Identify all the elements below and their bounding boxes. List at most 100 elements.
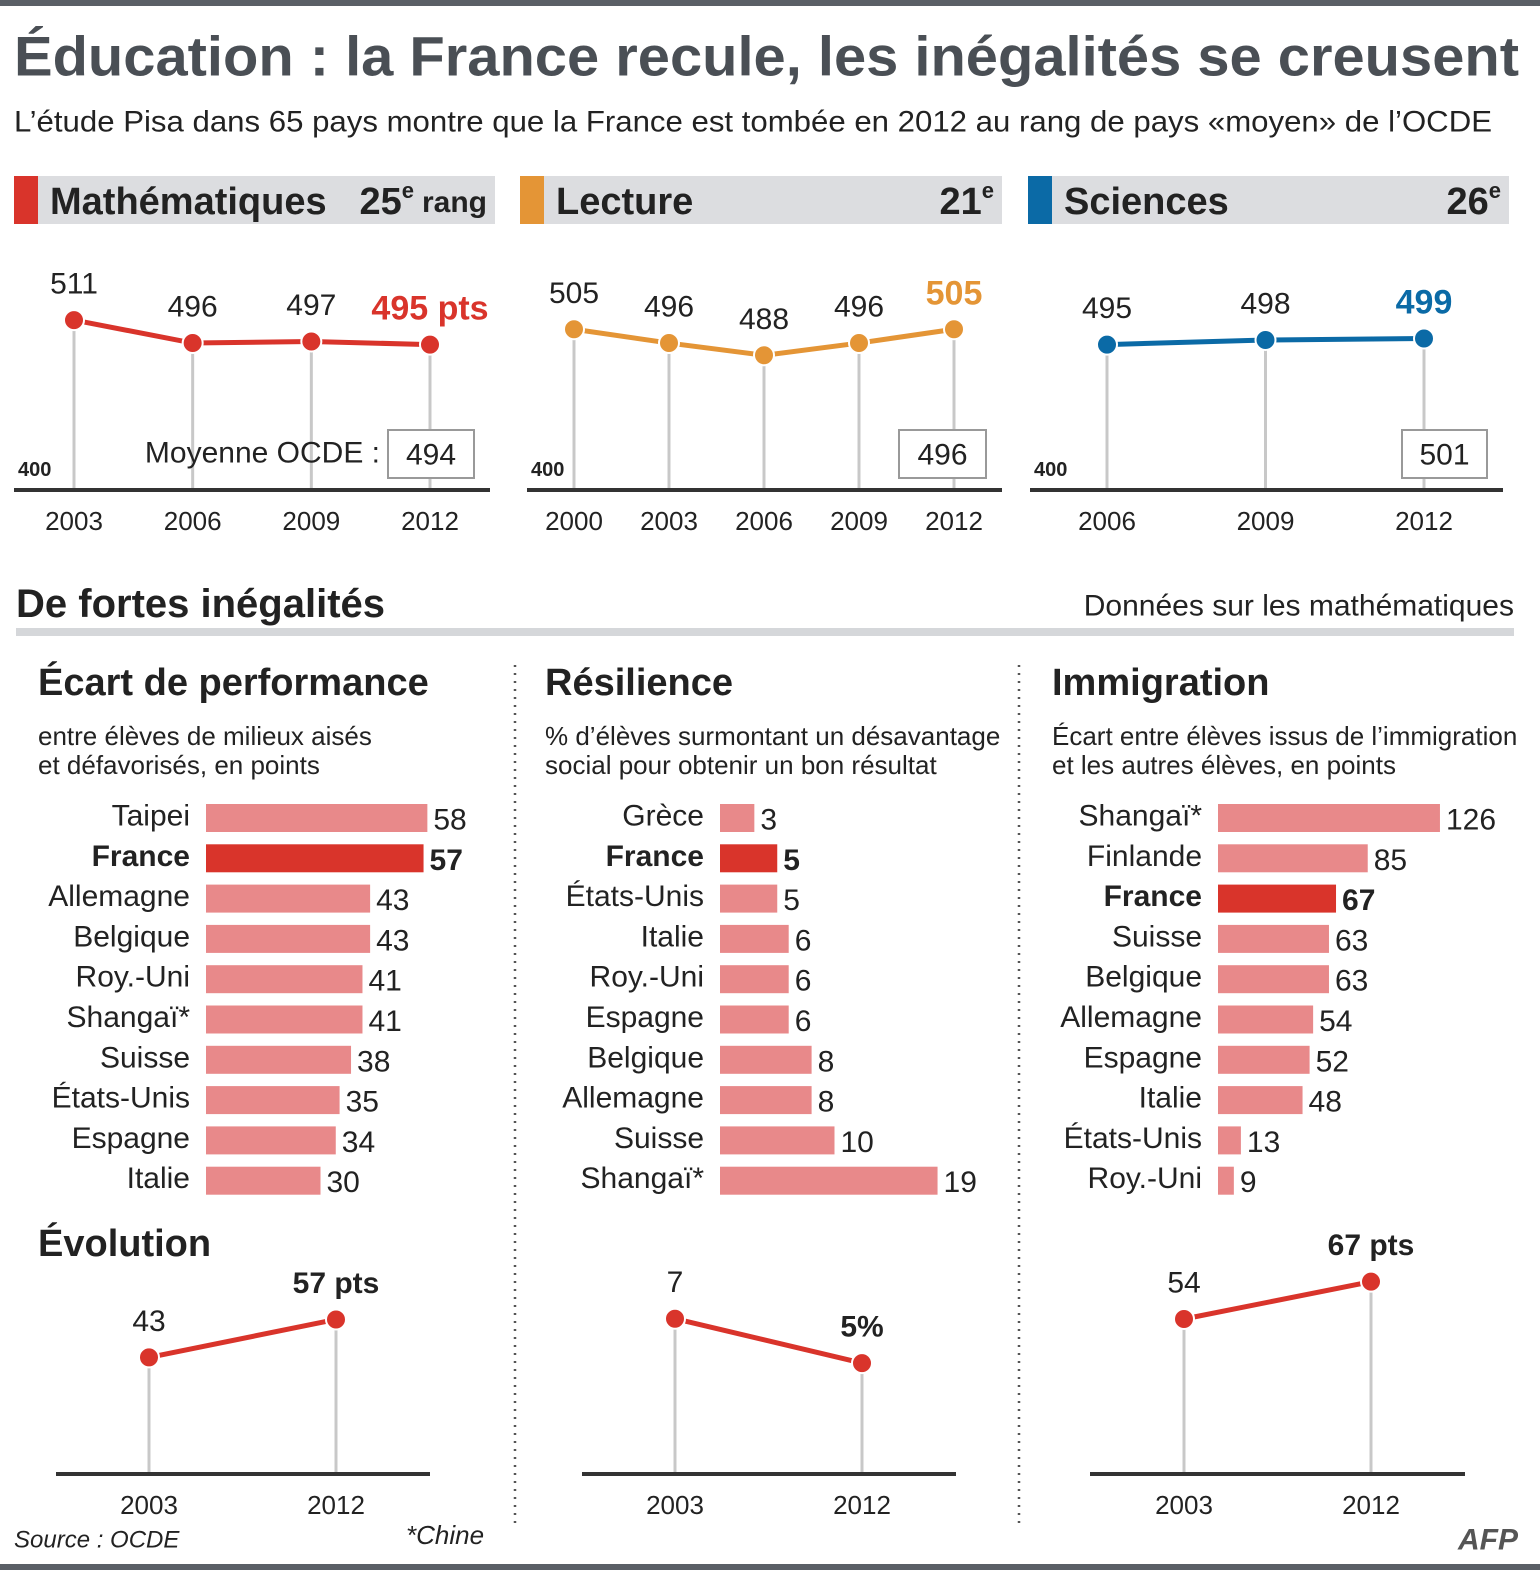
panel-color-key bbox=[1028, 176, 1052, 224]
line bbox=[674, 1316, 863, 1366]
point bbox=[138, 1346, 160, 1369]
x-tick-label: 2006 bbox=[735, 506, 793, 536]
category-label: Allemagne bbox=[48, 880, 190, 913]
value-label: 496 bbox=[644, 291, 694, 324]
x-tick-label: 2003 bbox=[640, 506, 698, 536]
section-note: Données sur les mathématiques bbox=[1084, 590, 1514, 623]
rank: 21e bbox=[939, 178, 994, 224]
category-label: Italie bbox=[641, 920, 704, 953]
value-label: 511 bbox=[50, 268, 98, 301]
rank-suffix: e bbox=[1489, 178, 1501, 203]
panel-header bbox=[1028, 176, 1509, 224]
bar-chart-subtitle: entre élèves de milieux aisés bbox=[38, 721, 372, 751]
category-label: France bbox=[606, 840, 704, 873]
x-tick-label: 2012 bbox=[401, 506, 459, 536]
value-label: 6 bbox=[795, 924, 812, 957]
x-tick-label: 2009 bbox=[282, 506, 340, 536]
value-label: 30 bbox=[327, 1166, 360, 1199]
value-label: 63 bbox=[1335, 965, 1368, 998]
category-label: Roy.-Uni bbox=[76, 961, 190, 994]
x-tick-label: 2000 bbox=[545, 506, 603, 536]
bar bbox=[1218, 1005, 1314, 1034]
bar-chart-title: Écart de performance bbox=[38, 660, 429, 704]
bar bbox=[720, 844, 778, 873]
bar bbox=[1218, 924, 1329, 953]
point bbox=[563, 318, 585, 341]
bar bbox=[206, 1166, 321, 1195]
bar bbox=[720, 1045, 812, 1074]
evolution-title: Évolution bbox=[38, 1221, 211, 1265]
y-tick-label: 400 bbox=[18, 459, 51, 481]
value-label: 63 bbox=[1335, 924, 1368, 957]
value-label: 57 bbox=[430, 844, 463, 877]
rank-number: 26 bbox=[1446, 181, 1488, 223]
category-label: Allemagne bbox=[562, 1082, 704, 1115]
value-label: 35 bbox=[346, 1086, 379, 1119]
panel-color-key bbox=[520, 176, 544, 224]
oecd-average: 494 bbox=[406, 439, 456, 472]
line bbox=[73, 317, 431, 348]
point bbox=[658, 332, 680, 355]
category-label: Espagne bbox=[72, 1122, 190, 1155]
bar bbox=[1218, 1045, 1310, 1074]
point bbox=[664, 1307, 686, 1330]
value-label: 6 bbox=[795, 1005, 812, 1038]
x-tick-label: 2006 bbox=[1078, 506, 1136, 536]
bar-chart-title: Immigration bbox=[1052, 662, 1269, 704]
value-label: 43 bbox=[376, 924, 409, 957]
value-label: 498 bbox=[1240, 287, 1290, 320]
value-label: 488 bbox=[739, 303, 789, 336]
value-label: 38 bbox=[357, 1045, 390, 1078]
point bbox=[300, 330, 323, 353]
x-tick-label: 2012 bbox=[1342, 1490, 1400, 1520]
bottom-rule bbox=[0, 1564, 1540, 1570]
bar bbox=[720, 924, 789, 953]
rank-suffix: e bbox=[402, 178, 414, 203]
panel-header bbox=[520, 176, 1002, 224]
x-tick-label: 2003 bbox=[120, 1490, 178, 1520]
value-label: 13 bbox=[1247, 1126, 1280, 1159]
x-tick-label: 2012 bbox=[925, 506, 983, 536]
category-label: Roy.-Uni bbox=[590, 961, 704, 994]
value-label: 34 bbox=[342, 1126, 375, 1159]
bar-chart-subtitle: et les autres élèves, en points bbox=[1052, 750, 1396, 780]
value-label: 505 bbox=[549, 277, 599, 310]
point bbox=[1413, 327, 1435, 350]
value-label: 126 bbox=[1446, 804, 1496, 837]
point bbox=[851, 1352, 873, 1375]
bar bbox=[1218, 1086, 1303, 1115]
panel-title: Lecture bbox=[556, 181, 693, 223]
value-label: 8 bbox=[818, 1045, 835, 1078]
category-label: Shangaï* bbox=[1079, 800, 1203, 833]
bar-chart-subtitle: Écart entre élèves issus de l’immigratio… bbox=[1052, 721, 1517, 751]
point bbox=[1360, 1270, 1382, 1293]
value-label: 496 bbox=[834, 291, 884, 324]
point bbox=[753, 344, 775, 367]
bar bbox=[206, 844, 424, 873]
category-label: Italie bbox=[127, 1162, 190, 1195]
bar bbox=[206, 1045, 352, 1074]
value-label: 3 bbox=[760, 804, 777, 837]
value-label: 8 bbox=[818, 1086, 835, 1119]
x-tick-label: 2009 bbox=[830, 506, 888, 536]
value-label: 7 bbox=[667, 1266, 684, 1299]
bar bbox=[206, 965, 363, 994]
value-label: 495 pts bbox=[371, 290, 488, 328]
section-title: De fortes inégalités bbox=[16, 582, 385, 626]
value-label: 41 bbox=[368, 965, 401, 998]
bar bbox=[1218, 1166, 1234, 1195]
value-label: 10 bbox=[841, 1126, 874, 1159]
value-label: 54 bbox=[1319, 1005, 1352, 1038]
top-rule bbox=[0, 0, 1540, 6]
bar bbox=[206, 1126, 336, 1155]
value-label: 19 bbox=[944, 1166, 977, 1199]
y-tick-label: 400 bbox=[531, 459, 564, 481]
value-label: 48 bbox=[1309, 1086, 1342, 1119]
rank-number: 25 bbox=[359, 181, 401, 223]
category-label: Suisse bbox=[100, 1041, 190, 1074]
category-label: Belgique bbox=[587, 1041, 704, 1074]
bar-chart-subtitle: et défavorisés, en points bbox=[38, 750, 320, 780]
category-label: Allemagne bbox=[1060, 1001, 1202, 1034]
value-label: 41 bbox=[368, 1005, 401, 1038]
